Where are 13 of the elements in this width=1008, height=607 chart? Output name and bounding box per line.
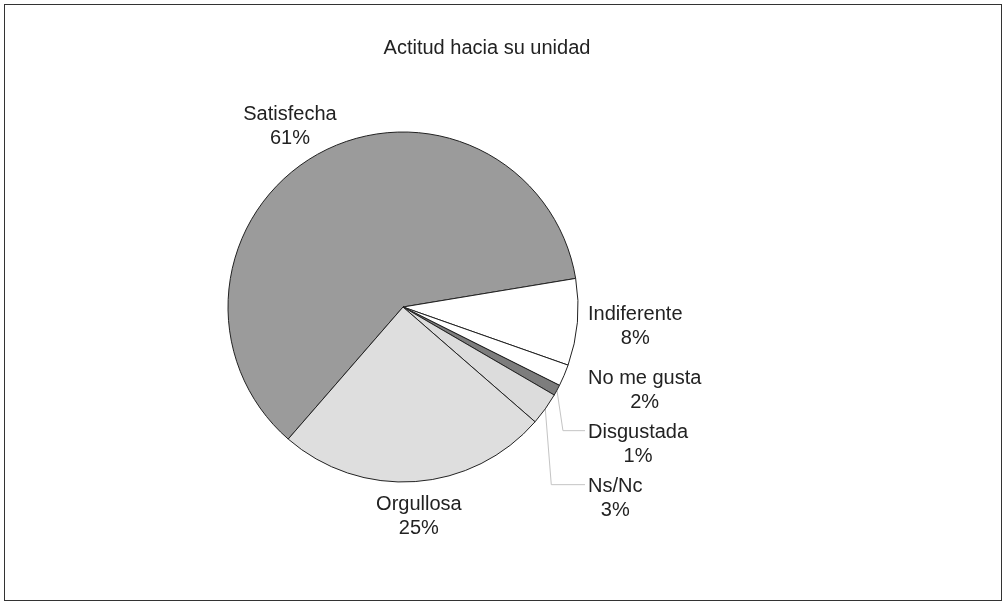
data-label: 1%: [623, 443, 653, 466]
slice-label: Indiferente: [588, 302, 683, 325]
slice-label: Orgullosa: [376, 492, 463, 515]
slice-label: Satisfecha: [243, 101, 338, 124]
data-label: 8%: [620, 326, 650, 349]
slice-label: Ns/Nc: [588, 473, 643, 496]
chart-title: Actitud hacia su unidad: [383, 36, 591, 58]
data-label: 61%: [269, 125, 311, 148]
slice-label: Disgustada: [588, 419, 689, 442]
data-label: 25%: [398, 516, 440, 539]
data-label: 2%: [630, 389, 660, 412]
slice-label: No me gusta: [588, 365, 703, 388]
data-label: 3%: [600, 497, 630, 520]
